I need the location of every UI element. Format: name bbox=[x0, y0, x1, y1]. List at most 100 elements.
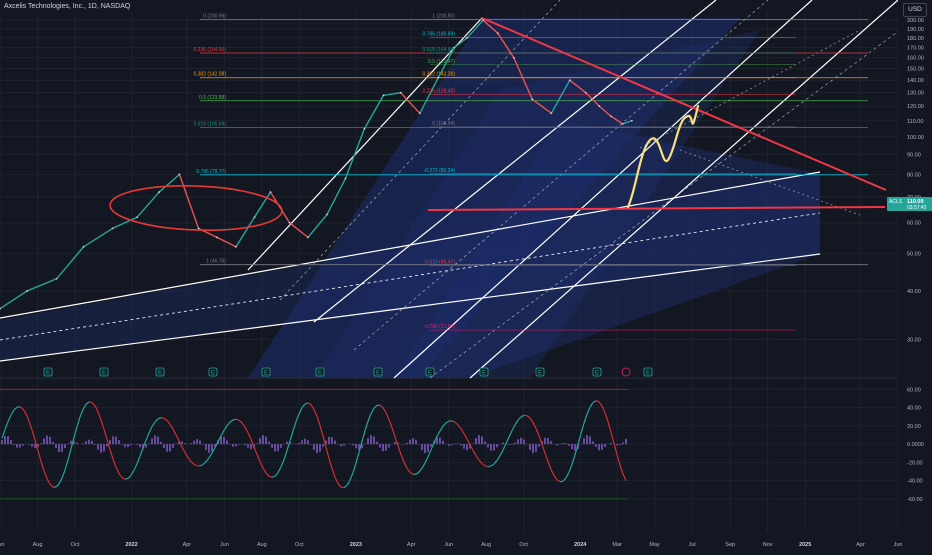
time-axis-label: Oct bbox=[71, 542, 80, 548]
price-point bbox=[466, 37, 468, 39]
oscillator-axis-label: -20.00 bbox=[907, 460, 923, 466]
fib-level-label: -0.272 (80.24) bbox=[424, 168, 456, 174]
histogram-bar bbox=[16, 444, 18, 448]
histogram-bar bbox=[508, 444, 510, 445]
histogram-bar bbox=[22, 444, 24, 446]
histogram-bar bbox=[154, 435, 156, 444]
fib-level-label: 0 (200.99) bbox=[203, 13, 226, 19]
earnings-marker-label: E bbox=[211, 371, 215, 377]
time-axis-label: 2022 bbox=[125, 542, 137, 548]
time-axis-label: 2024 bbox=[574, 542, 587, 548]
histogram-bar bbox=[262, 435, 264, 444]
histogram-bar bbox=[319, 444, 321, 452]
histogram-bar bbox=[412, 438, 414, 444]
histogram-bar bbox=[409, 440, 411, 444]
histogram-bar bbox=[598, 444, 600, 450]
price-point bbox=[550, 112, 552, 114]
price-axis-label: 80.00 bbox=[907, 172, 921, 178]
histogram-bar bbox=[76, 443, 78, 444]
oscillator-segment bbox=[488, 466, 491, 467]
fib-level-label: 1 (200.90) bbox=[432, 13, 455, 19]
histogram-bar bbox=[157, 437, 159, 444]
histogram-bar bbox=[388, 444, 390, 447]
histogram-bar bbox=[328, 437, 330, 444]
time-axis-label: Jun bbox=[894, 542, 903, 548]
price-point bbox=[83, 246, 85, 248]
time-axis-label: Mar bbox=[612, 542, 622, 548]
histogram-bar bbox=[571, 444, 573, 449]
histogram-bar bbox=[307, 440, 309, 444]
histogram-bar bbox=[274, 444, 276, 451]
price-point bbox=[400, 92, 402, 94]
price-axis-label: 110.00 bbox=[907, 119, 923, 125]
histogram-bar bbox=[112, 436, 114, 444]
histogram-bar bbox=[160, 442, 162, 444]
histogram-bar bbox=[100, 444, 102, 453]
histogram-bar bbox=[442, 441, 444, 444]
histogram-bar bbox=[235, 444, 237, 446]
histogram-bar bbox=[64, 444, 66, 448]
price-axis-label: 180.00 bbox=[907, 36, 924, 42]
earnings-marker-label: E bbox=[376, 371, 380, 377]
price-badge-countdown: 03:57:42 bbox=[907, 205, 927, 211]
histogram-bar bbox=[58, 444, 60, 452]
histogram-bar bbox=[13, 444, 15, 445]
time-axis-label: Apr bbox=[407, 542, 416, 548]
price-axis-label: 190.00 bbox=[907, 27, 924, 33]
price-point bbox=[158, 191, 160, 193]
histogram-bar bbox=[583, 438, 585, 444]
histogram-bar bbox=[565, 443, 567, 444]
histogram-bar bbox=[532, 444, 534, 453]
histogram-bar bbox=[403, 444, 405, 445]
price-point bbox=[235, 246, 237, 248]
histogram-bar bbox=[226, 440, 228, 444]
histogram-bar bbox=[7, 436, 9, 444]
earnings-marker-label: E bbox=[46, 371, 50, 377]
time-axis-label: Oct bbox=[519, 542, 528, 548]
histogram-bar bbox=[334, 441, 336, 445]
histogram-bar bbox=[265, 437, 267, 445]
earnings-marker-label: E bbox=[646, 371, 650, 377]
price-point bbox=[179, 173, 181, 175]
histogram-bar bbox=[172, 444, 174, 448]
histogram-bar bbox=[556, 444, 558, 445]
time-axis-label: May bbox=[649, 542, 660, 548]
histogram-bar bbox=[574, 444, 576, 451]
time-axis-label: Apr bbox=[183, 542, 192, 548]
price-axis-label: 140.00 bbox=[907, 78, 924, 84]
price-point bbox=[437, 77, 439, 79]
fib-level-label: 1 (46.76) bbox=[206, 259, 226, 265]
oscillator-segment bbox=[560, 481, 563, 482]
histogram-bar bbox=[85, 441, 87, 444]
histogram-bar bbox=[340, 444, 342, 446]
earnings-marker-label: E bbox=[318, 371, 322, 377]
price-axis-label: 50.00 bbox=[907, 251, 921, 257]
fib-level-label: -0.618 (46.47) bbox=[424, 260, 456, 266]
time-axis-label: Aug bbox=[481, 542, 491, 548]
histogram-bar bbox=[595, 444, 597, 447]
currency-button[interactable]: USD bbox=[903, 3, 927, 17]
oscillator-axis-label: 20.00 bbox=[907, 424, 921, 430]
histogram-bar bbox=[211, 444, 213, 451]
price-point bbox=[26, 290, 28, 292]
histogram-bar bbox=[604, 444, 606, 447]
histogram-bar bbox=[19, 444, 21, 448]
fib-level-label: 0.786 (180.69) bbox=[422, 31, 455, 37]
price-point bbox=[585, 92, 587, 94]
time-axis-label: Jun bbox=[444, 542, 453, 548]
histogram-bar bbox=[601, 444, 603, 450]
histogram-bar bbox=[514, 443, 516, 444]
earnings-marker-label: E bbox=[538, 371, 542, 377]
histogram-bar bbox=[460, 444, 462, 445]
histogram-bar bbox=[520, 438, 522, 444]
price-point bbox=[198, 228, 200, 230]
histogram-bar bbox=[394, 442, 396, 444]
histogram-bar bbox=[487, 444, 489, 447]
price-point bbox=[307, 236, 309, 238]
histogram-bar bbox=[331, 437, 333, 444]
histogram-bar bbox=[586, 435, 588, 444]
price-axis-label: 60.00 bbox=[907, 221, 921, 227]
price-point bbox=[364, 128, 366, 130]
earnings-marker-label: E bbox=[264, 371, 268, 377]
